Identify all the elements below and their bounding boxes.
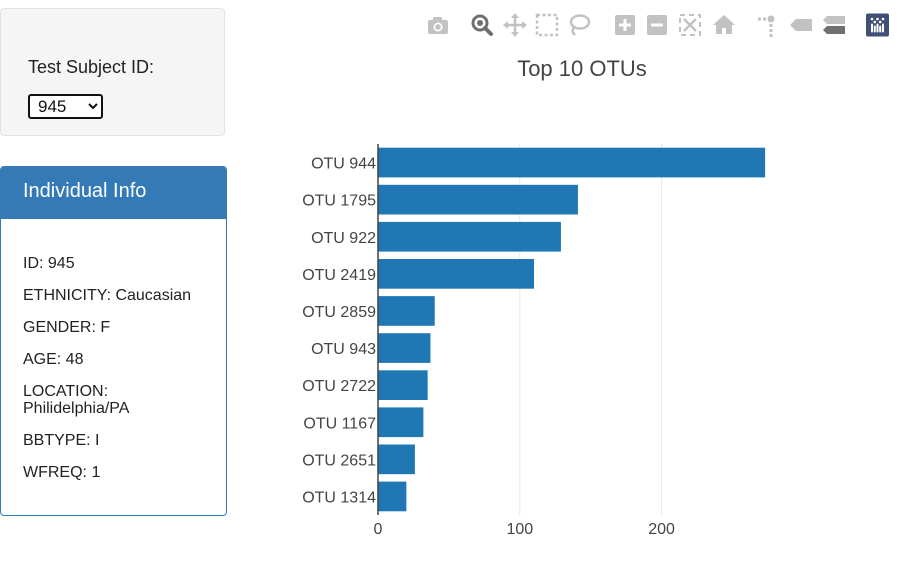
info-row: AGE: 48 xyxy=(23,351,84,368)
individual-info-panel: Individual Info ID: 945 ETHNICITY: Caucas… xyxy=(0,166,227,516)
y-tick-label: OTU 2651 xyxy=(302,452,376,469)
box-select-icon[interactable] xyxy=(535,12,559,38)
lasso-icon[interactable] xyxy=(567,12,591,38)
info-row: WFREQ: 1 xyxy=(23,464,101,481)
bar xyxy=(378,333,431,363)
zoom-in-icon[interactable] xyxy=(613,12,637,38)
y-tick-label: OTU 1314 xyxy=(302,489,376,506)
subject-id-select[interactable]: 945 xyxy=(28,94,103,119)
y-tick-label: OTU 922 xyxy=(311,230,376,247)
bar xyxy=(378,221,561,252)
bar xyxy=(378,296,435,326)
panel-title: Individual Info xyxy=(1,167,226,219)
info-body: ID: 945 ETHNICITY: Caucasian GENDER: F AGE:… xyxy=(1,219,226,481)
zoom-icon[interactable] xyxy=(470,12,494,38)
subject-selector-well: Test Subject ID: 945 xyxy=(0,8,225,136)
x-tick-label: 200 xyxy=(648,521,675,538)
info-row: GENDER: F xyxy=(23,319,111,336)
chart-title: Top 10 OTUs xyxy=(517,56,647,81)
bar xyxy=(378,184,578,215)
info-row: ID: 945 xyxy=(23,255,75,272)
plotly-logo-icon[interactable] xyxy=(866,12,889,38)
y-tick-label: OTU 1795 xyxy=(302,193,376,210)
x-tick-label: 0 xyxy=(374,521,383,538)
autoscale-icon[interactable] xyxy=(678,12,702,38)
bar xyxy=(378,259,534,289)
y-tick-label: OTU 2859 xyxy=(302,304,376,321)
spike-lines-icon[interactable] xyxy=(755,12,779,38)
y-tick-label: OTU 944 xyxy=(311,156,376,173)
hover-closest-icon[interactable] xyxy=(788,12,814,38)
y-tick-label: OTU 1167 xyxy=(303,415,376,432)
info-row: BBTYPE: I xyxy=(23,432,100,449)
info-row: LOCATION: Philidelphia/PA xyxy=(23,383,130,417)
bar xyxy=(378,407,424,438)
pan-icon[interactable] xyxy=(503,12,527,38)
bar xyxy=(378,481,407,512)
chart-modebar xyxy=(0,12,902,38)
x-tick-label: 100 xyxy=(506,521,533,538)
bar xyxy=(378,370,428,400)
subject-id-label: Test Subject ID: xyxy=(28,57,155,77)
home-icon[interactable] xyxy=(712,12,736,38)
camera-icon[interactable] xyxy=(426,12,450,38)
y-tick-label: OTU 2722 xyxy=(302,378,376,395)
y-tick-label: OTU 2419 xyxy=(302,267,376,284)
hover-compare-icon[interactable] xyxy=(821,12,847,38)
bar xyxy=(378,444,415,475)
y-tick-label: OTU 943 xyxy=(311,341,376,358)
zoom-out-icon[interactable] xyxy=(645,12,669,38)
info-row: ETHNICITY: Caucasian xyxy=(23,287,192,304)
bar xyxy=(378,147,766,178)
